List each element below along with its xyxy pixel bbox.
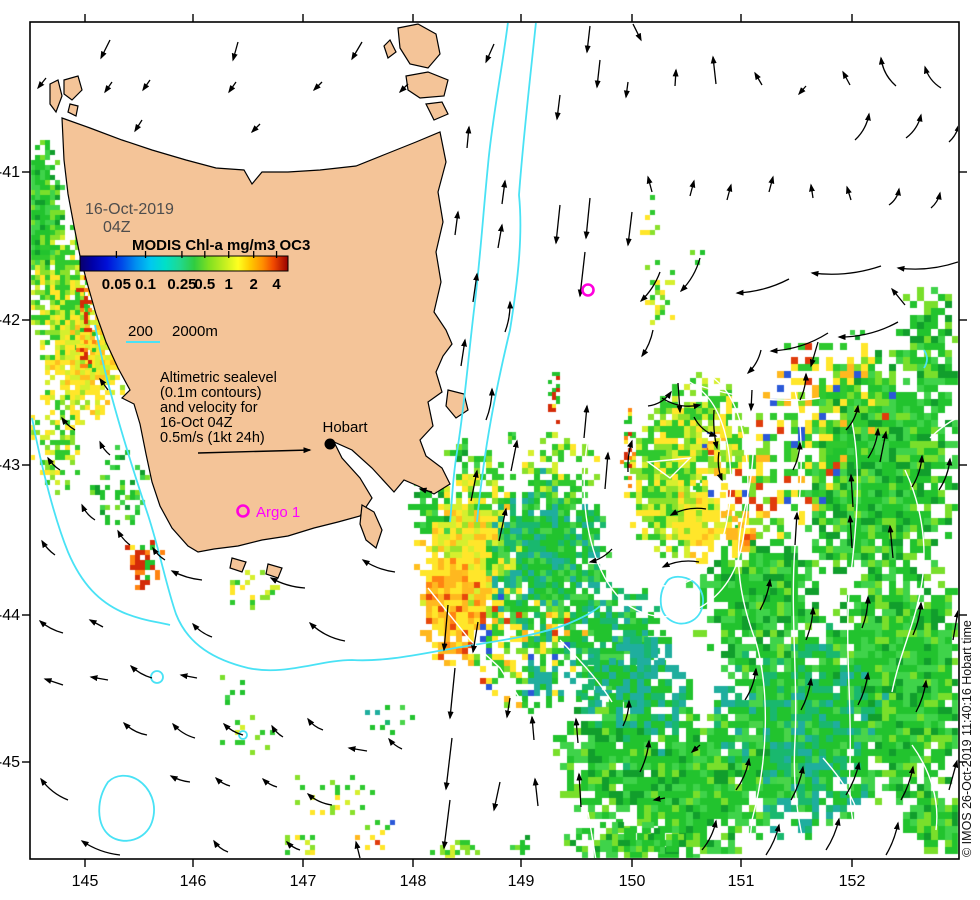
sealevel-contours — [427, 358, 958, 858]
colorbar-tick-label: 0.5 — [194, 276, 215, 293]
colorbar-tick-label: 1 — [225, 276, 233, 293]
colorbar-tick-label: 0.05 — [102, 276, 131, 293]
x-axis-label: 145 — [72, 873, 99, 890]
y-axis-label: -45 — [0, 754, 20, 771]
bathy-legend-200: 200 — [128, 323, 153, 340]
argo2-float-marker — [581, 283, 595, 297]
hobart-label: Hobart — [322, 419, 368, 436]
x-axis-label: 149 — [508, 873, 535, 890]
x-axis-label: 152 — [839, 873, 866, 890]
altimetric-note-line2: (0.1m contours) — [160, 385, 262, 401]
y-axis-label: -43 — [0, 457, 20, 474]
altimetric-note-line1: Altimetric sealevel — [160, 370, 277, 386]
argo1-label: Argo 1 — [256, 504, 300, 521]
x-axis-label: 150 — [619, 873, 646, 890]
x-axis-label: 148 — [400, 873, 427, 890]
legend-group: 16-Oct-2019 04Z MODIS Chl-a mg/m3 OC3 0.… — [79, 201, 312, 454]
argo1-float-marker — [236, 504, 250, 518]
colorbar-tick-label: 2 — [250, 276, 258, 293]
bathy-200-contour-sample — [126, 341, 160, 343]
altimetric-note-line5: 0.5m/s (1kt 24h) — [160, 430, 265, 446]
y-axis-label: -41 — [0, 164, 20, 181]
copyright-attribution: © IMOS 26-Oct-2019 11:40:16 Hobart time — [960, 620, 974, 857]
velocity-arrows — [37, 23, 958, 858]
y-axis-label: -42 — [0, 312, 20, 329]
colorbar-title: MODIS Chl-a mg/m3 OC3 — [132, 237, 310, 254]
date-label-line2: 04Z — [103, 219, 131, 236]
colorbar-tick-label: 0.25 — [167, 276, 196, 293]
points-of-interest — [236, 283, 595, 518]
colorbar-tick-label: 4 — [272, 276, 281, 293]
altimetric-note-line4: 16-Oct 04Z — [160, 415, 233, 431]
bathymetry-contours — [31, 23, 928, 842]
x-axis-label: 147 — [290, 873, 317, 890]
bathy-legend-2000m: 2000m — [172, 323, 218, 340]
colorbar-tick-label: 0.1 — [135, 276, 156, 293]
colorbar: 0.05 0.1 0.250.5 1 2 4 — [79, 251, 289, 293]
altimetric-note-line3: and velocity for — [160, 400, 258, 416]
date-label-line1: 16-Oct-2019 — [85, 201, 174, 218]
x-axis-label: 151 — [728, 873, 755, 890]
velocity-scale-arrow — [197, 447, 312, 454]
land-polygons — [49, 23, 469, 579]
map-frame-axes: 145 146 147 148 149 150 151 152 -41 -42 -43 -44 -45 — [0, 14, 967, 890]
hobart-city-dot — [324, 438, 336, 450]
x-axis-label: 146 — [180, 873, 207, 890]
y-axis-label: -44 — [0, 607, 20, 624]
